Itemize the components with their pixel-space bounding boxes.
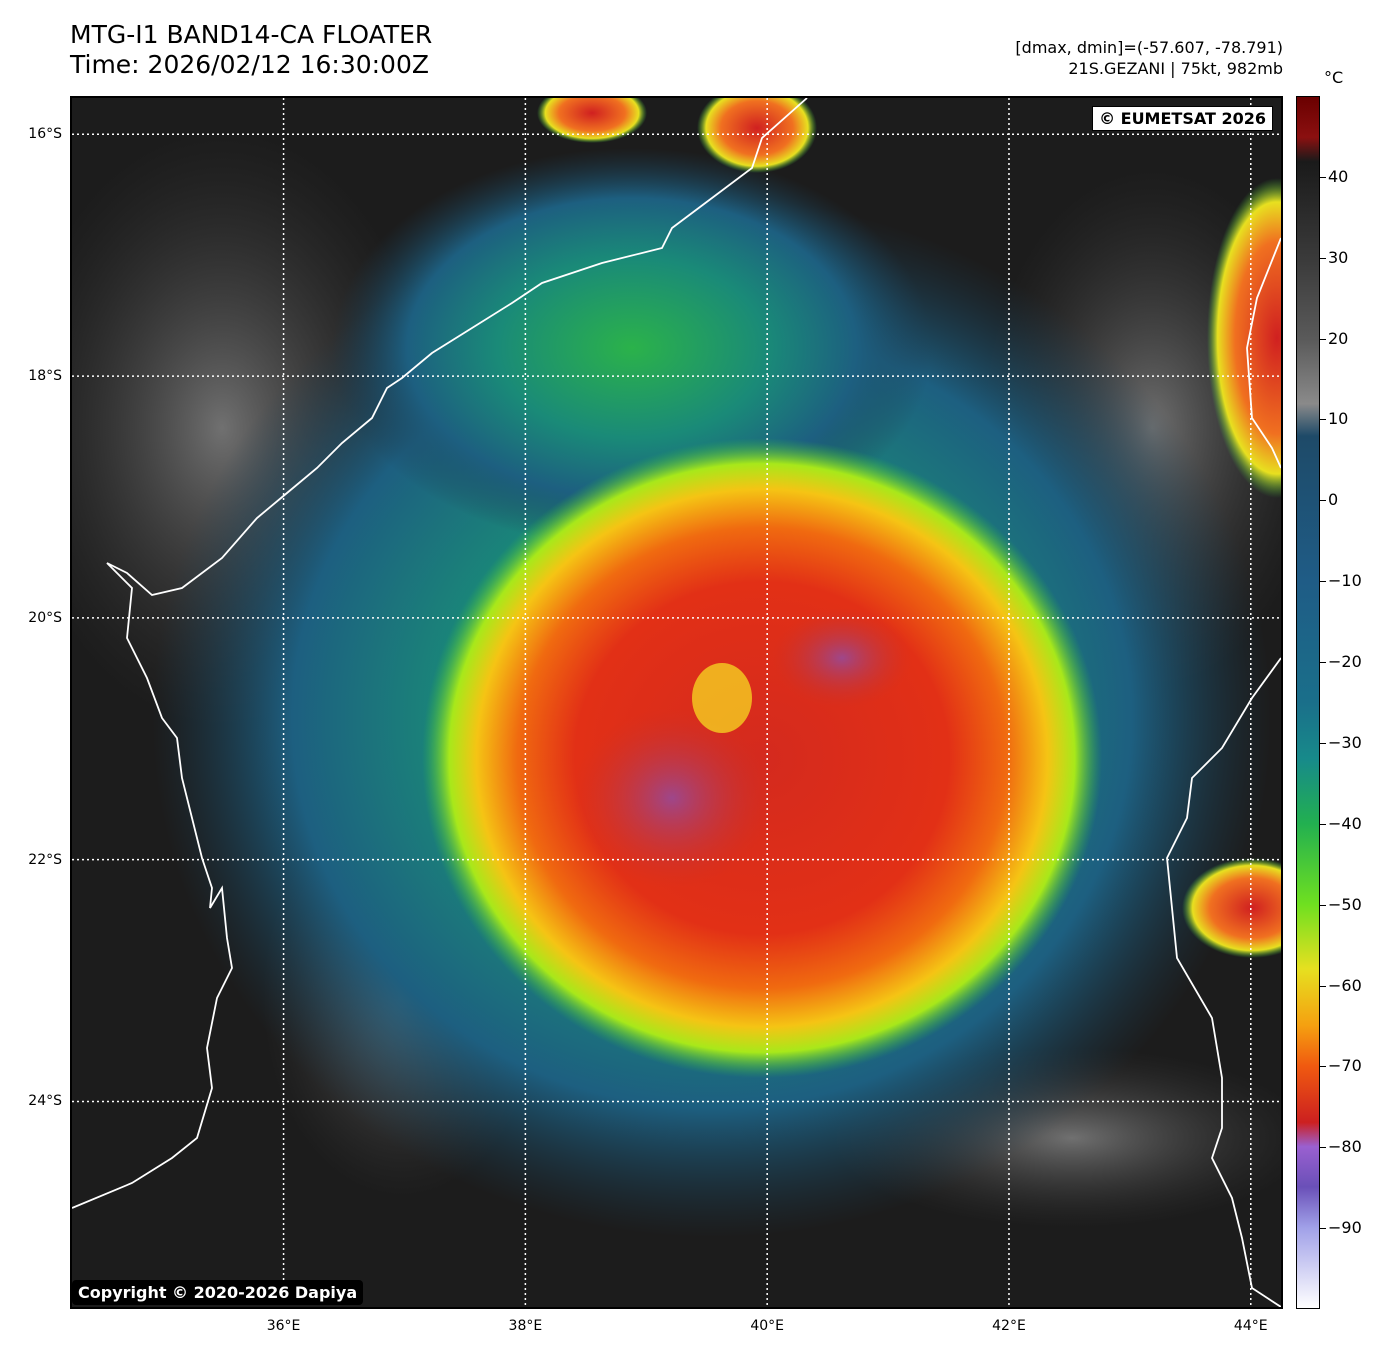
- colorbar-tick-label: −10: [1328, 571, 1362, 591]
- colorbar-tick: [1320, 419, 1326, 421]
- latitude-tick-label: 20°S: [28, 609, 62, 626]
- satellite-imagery: [72, 98, 1281, 1307]
- copyright-badge: Copyright © 2020-2026 Dapiya: [72, 1280, 364, 1305]
- colorbar-tick: [1320, 1147, 1326, 1149]
- cold-top-east: [772, 608, 912, 708]
- colorbar-tick: [1320, 823, 1326, 825]
- storm-center-feature: [692, 663, 752, 733]
- colorbar: [1296, 96, 1320, 1309]
- latitude-tick-label: 18°S: [28, 368, 62, 385]
- colorbar-tick-label: −60: [1328, 975, 1362, 995]
- coastline: [72, 98, 1281, 1307]
- colorbar-tick: [1320, 176, 1326, 178]
- storm-meta: [dmax, dmin]=(-57.607, -78.791) 21S.GEZA…: [1015, 37, 1283, 79]
- colorbar-tick-label: −90: [1328, 1218, 1362, 1238]
- coastline-mozambique: [72, 98, 808, 1209]
- convection-north-west: [537, 98, 647, 143]
- longitude-tick-label: 40°E: [750, 1318, 784, 1334]
- convection-southeast: [1182, 858, 1281, 958]
- latitude-tick-label: 16°S: [28, 126, 62, 143]
- colorbar-tick-label: −20: [1328, 652, 1362, 672]
- latitude-tick-label: 24°S: [28, 1093, 62, 1110]
- colorbar-tick: [1320, 742, 1326, 744]
- longitude-tick-label: 36°E: [266, 1318, 301, 1334]
- eumetsat-credit: © EUMETSAT 2026: [1092, 106, 1273, 131]
- colorbar-unit: °C: [1324, 68, 1344, 87]
- colorbar-tick: [1320, 1228, 1326, 1230]
- graticule: [72, 98, 1281, 1307]
- storm-info: 21S.GEZANI | 75kt, 982mb: [1068, 59, 1283, 78]
- central-dense-overcast: [422, 438, 1102, 1078]
- longitude-tick-label: 44°E: [1233, 1318, 1268, 1334]
- colorbar-tick-label: −70: [1328, 1056, 1362, 1076]
- colorbar-tick: [1320, 1066, 1326, 1068]
- colorbar-tick: [1320, 904, 1326, 906]
- colorbar-tick-label: −40: [1328, 813, 1362, 833]
- colorbar-tick: [1320, 662, 1326, 664]
- title-time: Time: 2026/02/12 16:30:00Z: [70, 50, 429, 79]
- cold-top-west: [572, 708, 772, 888]
- convection-madagascar: [1207, 178, 1281, 498]
- data-range: [dmax, dmin]=(-57.607, -78.791): [1015, 38, 1283, 57]
- colorbar-tick-label: 30: [1328, 247, 1349, 267]
- coastline-madagascar-south: [1166, 657, 1281, 1307]
- longitude-tick-label: 42°E: [992, 1318, 1026, 1334]
- colorbar-tick: [1320, 581, 1326, 583]
- satellite-map: © EUMETSAT 2026: [70, 96, 1283, 1309]
- colorbar-tick: [1320, 500, 1326, 502]
- colorbar-tick: [1320, 985, 1326, 987]
- title-product: MTG-I1 BAND14-CA FLOATER: [70, 20, 433, 49]
- colorbar-tick-label: −50: [1328, 894, 1362, 914]
- latitude-tick-label: 22°S: [28, 851, 62, 868]
- chart-title: MTG-I1 BAND14-CA FLOATER Time: 2026/02/1…: [70, 20, 432, 80]
- colorbar-tick-label: 10: [1328, 409, 1349, 429]
- colorbar-tick: [1320, 257, 1326, 259]
- colorbar-tick-label: 20: [1328, 328, 1349, 348]
- colorbar-tick: [1320, 338, 1326, 340]
- colorbar-tick-label: −80: [1328, 1137, 1362, 1157]
- colorbar-tick-label: 0: [1328, 490, 1339, 510]
- longitude-tick-label: 38°E: [508, 1318, 543, 1334]
- coastline-madagascar-north: [1246, 237, 1281, 469]
- colorbar-tick-label: −30: [1328, 732, 1362, 752]
- colorbar-tick-label: 40: [1328, 166, 1349, 186]
